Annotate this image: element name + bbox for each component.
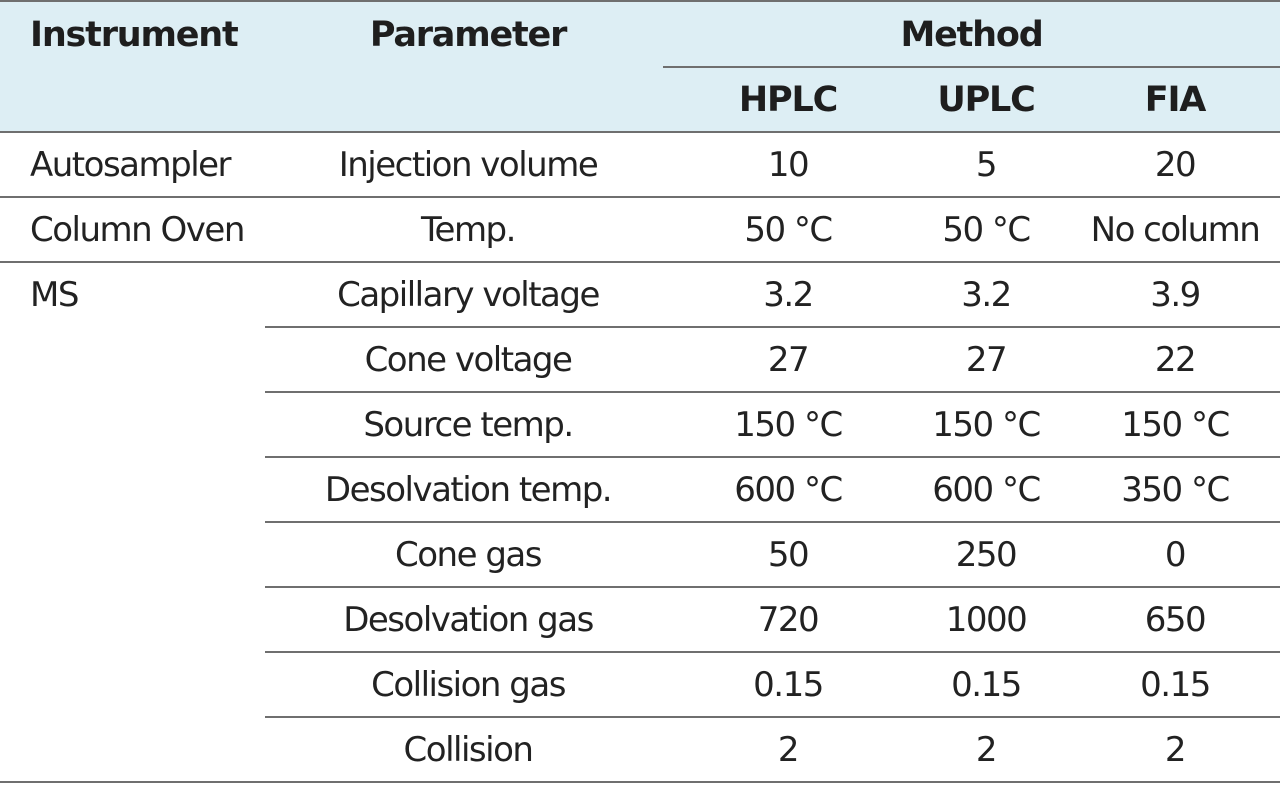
cell-fia: 150 °C bbox=[1121, 404, 1230, 445]
cell-hplc: 2 bbox=[777, 729, 800, 770]
cell-hplc: 0.15 bbox=[753, 664, 824, 705]
row-divider bbox=[265, 716, 1280, 718]
method-header-rule bbox=[663, 66, 1280, 68]
cell-uplc: 3.2 bbox=[961, 274, 1012, 315]
cell-parameter: Cone gas bbox=[395, 534, 542, 575]
cell-fia: 650 bbox=[1144, 599, 1207, 640]
cell-fia: 350 °C bbox=[1121, 469, 1230, 510]
cell-fia: No column bbox=[1090, 209, 1261, 250]
cell-uplc: 5 bbox=[975, 144, 998, 185]
cell-hplc: 150 °C bbox=[734, 404, 843, 445]
cell-parameter: Collision gas bbox=[371, 664, 566, 705]
cell-fia: 3.9 bbox=[1150, 274, 1201, 315]
cell-hplc: 10 bbox=[767, 144, 810, 185]
cell-hplc: 720 bbox=[757, 599, 820, 640]
cell-hplc: 50 °C bbox=[744, 209, 833, 250]
cell-parameter: Temp. bbox=[421, 209, 516, 250]
cell-instrument: MS bbox=[30, 274, 79, 315]
cell-uplc: 600 °C bbox=[932, 469, 1041, 510]
row-divider bbox=[265, 326, 1280, 328]
cell-uplc: 150 °C bbox=[932, 404, 1041, 445]
cell-parameter: Desolvation temp. bbox=[324, 469, 613, 510]
cell-parameter: Capillary voltage bbox=[337, 274, 600, 315]
cell-hplc: 50 bbox=[767, 534, 810, 575]
row-divider bbox=[265, 456, 1280, 458]
cell-parameter: Injection volume bbox=[338, 144, 599, 185]
row-divider bbox=[265, 586, 1280, 588]
table-bottom-rule bbox=[0, 781, 1280, 783]
header-method: Method bbox=[900, 14, 1043, 55]
header-fia: FIA bbox=[1144, 79, 1207, 120]
cell-parameter: Desolvation gas bbox=[343, 599, 594, 640]
row-divider bbox=[265, 391, 1280, 393]
header-uplc: UPLC bbox=[937, 79, 1035, 120]
row-divider bbox=[265, 651, 1280, 653]
cell-hplc: 600 °C bbox=[734, 469, 843, 510]
table-header-rule bbox=[0, 131, 1280, 133]
table-top-rule bbox=[0, 0, 1280, 2]
cell-fia: 0 bbox=[1164, 534, 1187, 575]
cell-parameter: Cone voltage bbox=[364, 339, 573, 380]
cell-uplc: 2 bbox=[975, 729, 998, 770]
row-divider bbox=[0, 261, 1280, 263]
cell-fia: 2 bbox=[1164, 729, 1187, 770]
cell-fia: 0.15 bbox=[1140, 664, 1211, 705]
cell-uplc: 1000 bbox=[945, 599, 1028, 640]
cell-hplc: 27 bbox=[767, 339, 810, 380]
cell-instrument: Autosampler bbox=[30, 144, 232, 185]
cell-uplc: 250 bbox=[955, 534, 1018, 575]
cell-parameter: Collision bbox=[403, 729, 534, 770]
cell-uplc: 27 bbox=[965, 339, 1008, 380]
cell-instrument: Column Oven bbox=[30, 209, 245, 250]
row-divider bbox=[265, 521, 1280, 523]
cell-hplc: 3.2 bbox=[763, 274, 814, 315]
header-parameter: Parameter bbox=[369, 14, 568, 55]
cell-fia: 22 bbox=[1154, 339, 1197, 380]
cell-fia: 20 bbox=[1154, 144, 1197, 185]
header-hplc: HPLC bbox=[738, 79, 838, 120]
cell-parameter: Source temp. bbox=[363, 404, 574, 445]
cell-uplc: 0.15 bbox=[951, 664, 1022, 705]
row-divider bbox=[0, 196, 1280, 198]
cell-uplc: 50 °C bbox=[942, 209, 1031, 250]
header-instrument: Instrument bbox=[30, 14, 239, 55]
